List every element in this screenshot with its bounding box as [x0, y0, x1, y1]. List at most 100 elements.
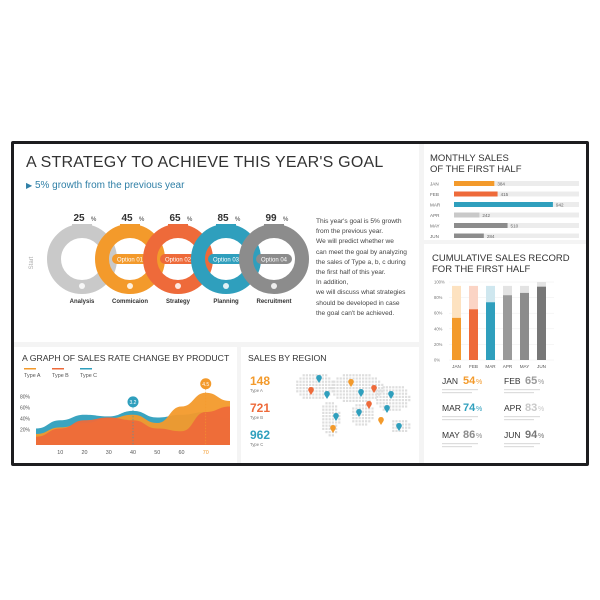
rate-x-tick: 10	[57, 450, 63, 456]
map-dot	[392, 423, 395, 426]
map-dot	[339, 387, 342, 390]
cum-stat-month: FEB	[504, 376, 521, 386]
map-dot	[331, 434, 334, 437]
monthly-title-line1: MONTHLY SALES	[430, 153, 509, 164]
map-dot	[352, 383, 355, 386]
map-dot	[352, 396, 355, 399]
map-dot	[381, 383, 384, 386]
map-pin-icon	[366, 400, 372, 409]
monthly-category: JAN	[430, 182, 439, 187]
start-label: Start	[29, 256, 35, 269]
map-dot	[368, 396, 371, 399]
map-dot	[365, 383, 368, 386]
monthly-bar	[454, 212, 480, 218]
map-dot	[389, 399, 392, 402]
map-dot	[322, 421, 325, 424]
map-dot	[328, 431, 331, 434]
map-dot	[381, 387, 384, 390]
map-dot	[321, 393, 324, 396]
map-dot	[333, 380, 336, 383]
page-title: A STRATEGY TO ACHIEVE THIS YEAR'S GOAL	[26, 154, 384, 171]
map-dot	[405, 399, 408, 402]
map-dot	[405, 402, 408, 405]
map-dot	[401, 392, 404, 395]
description-line: from the previous year.	[316, 228, 384, 236]
map-dot	[342, 396, 345, 399]
map-dot	[331, 387, 334, 390]
map-dot	[315, 380, 318, 383]
map-dot	[309, 377, 312, 380]
cum-stat-line	[504, 392, 534, 394]
map-dot	[355, 407, 358, 410]
map-dot	[362, 380, 365, 383]
monthly-value: 284	[487, 234, 495, 238]
cum-stat-line	[442, 389, 478, 391]
map-dot	[315, 387, 318, 390]
map-dot	[328, 411, 331, 414]
map-dot	[338, 415, 341, 418]
map-dot	[328, 434, 331, 437]
map-dot	[299, 390, 302, 393]
map-dot	[371, 393, 374, 396]
map-dot	[315, 393, 318, 396]
map-dot	[365, 410, 368, 413]
map-dot	[342, 383, 345, 386]
option-percent-sign: %	[283, 217, 289, 223]
map-dot	[305, 377, 308, 380]
map-dot	[398, 389, 401, 392]
map-dot	[338, 418, 341, 421]
option-icon	[127, 283, 133, 289]
map-dot	[405, 420, 408, 423]
map-dot	[392, 420, 395, 423]
map-dot	[382, 386, 385, 389]
monthly-category: MAR	[430, 203, 441, 208]
map-dot	[398, 395, 401, 398]
map-dot	[346, 380, 349, 383]
cum-stat-month: MAY	[442, 430, 460, 440]
map-dot	[339, 383, 342, 386]
map-dot	[346, 377, 349, 380]
map-dot	[302, 393, 305, 396]
map-dot	[342, 374, 345, 377]
map-dot	[365, 380, 368, 383]
map-dot	[395, 399, 398, 402]
cum-category: MAR	[485, 364, 496, 369]
cum-stat-sign: %	[538, 379, 544, 386]
description-line: In addition,	[316, 279, 349, 287]
map-dot	[342, 387, 345, 390]
map-dot	[374, 383, 377, 386]
rate-x-tick: 20	[82, 450, 88, 456]
subtitle: ▶ 5% growth from the previous year	[26, 180, 184, 191]
rate-x-tick: 40	[130, 450, 136, 456]
map-dot	[328, 405, 331, 408]
map-dot	[368, 399, 371, 402]
monthly-value: 384	[497, 181, 505, 186]
map-dot	[322, 415, 325, 418]
map-dot	[331, 411, 334, 414]
map-dot	[325, 424, 328, 427]
map-dot	[355, 380, 358, 383]
map-dot	[358, 380, 361, 383]
map-dot	[296, 380, 299, 383]
map-dot	[358, 377, 361, 380]
map-dot	[325, 418, 328, 421]
map-dot	[302, 396, 305, 399]
map-dot	[331, 421, 334, 424]
map-dot	[346, 374, 349, 377]
region-stat-label: Type C	[250, 442, 263, 447]
monthly-track	[454, 233, 579, 238]
map-dot	[389, 389, 392, 392]
map-dot	[362, 377, 365, 380]
map-dot	[309, 380, 312, 383]
map-dot	[346, 396, 349, 399]
map-dot	[382, 405, 385, 408]
map-dot	[392, 429, 395, 432]
cum-stat-month: JUN	[504, 430, 521, 440]
map-dot	[322, 427, 325, 430]
map-dot	[352, 417, 355, 420]
cum-stat-month: JAN	[442, 376, 458, 386]
map-dot	[362, 374, 365, 377]
map-dot	[346, 383, 349, 386]
map-dot	[358, 407, 361, 410]
